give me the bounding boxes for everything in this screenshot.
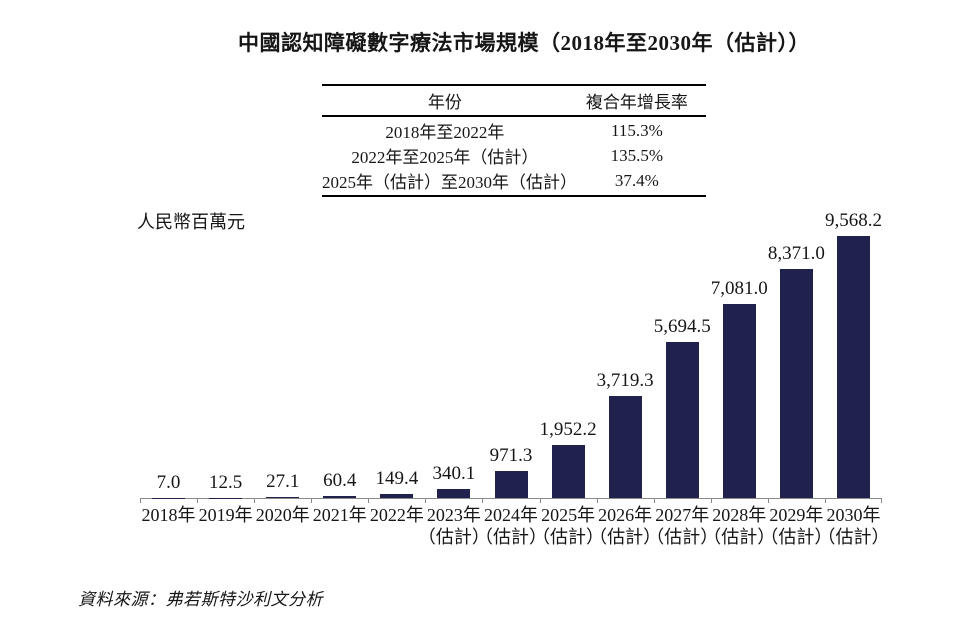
axis-tick xyxy=(710,498,712,503)
bar-value-label: 9,568.2 xyxy=(824,210,882,231)
x-axis-label-year: 2024年 xyxy=(484,505,538,525)
bar-value-label: 3,719.3 xyxy=(596,370,654,392)
x-axis-label-note: （估計） xyxy=(703,527,776,547)
x-axis-label-year: 2025年 xyxy=(541,505,596,525)
bar xyxy=(323,496,357,498)
cagr-table-header: 年份 複合年增長率 xyxy=(322,86,706,117)
axis-tick xyxy=(140,498,141,503)
x-axis-label-year: 2027年 xyxy=(655,505,710,525)
bar-value-label: 12.5 xyxy=(208,471,243,493)
table-cell-period: 2018年至2022年 xyxy=(385,123,505,142)
x-axis-label-year: 2026年 xyxy=(598,505,653,525)
x-axis-label: 2019年 xyxy=(199,504,253,526)
x-axis-label: 2018年 xyxy=(142,504,196,526)
x-axis-label: 2026年 （估計） xyxy=(589,504,661,548)
x-axis-label-note: （估計） xyxy=(817,527,890,547)
bar xyxy=(779,268,813,498)
x-axis-label-year: 2021年 xyxy=(312,505,367,525)
bar xyxy=(551,444,585,498)
x-axis-label: 2024年 （估計） xyxy=(475,504,547,548)
axis-tick xyxy=(368,498,370,503)
axis-tick xyxy=(653,498,655,503)
x-axis-label-year: 2018年 xyxy=(141,505,196,525)
bar-chart: 7.0 2018年 12.5 2019年 27.1 2020年 60.4 2021年 149.4… xyxy=(140,210,889,547)
y-axis-unit-label: 人民幣百萬元 xyxy=(137,212,245,232)
axis-tick xyxy=(197,498,199,503)
bar-value-label: 149.4 xyxy=(375,467,419,489)
x-axis-label-year: 2022年 xyxy=(369,505,424,525)
x-axis-label: 2030年 （估計） xyxy=(817,504,889,548)
x-axis-label: 2022年 xyxy=(370,504,424,526)
bar xyxy=(722,304,756,498)
x-axis-label-year: 2029年 xyxy=(769,505,824,525)
table-cell-cagr: 115.3% xyxy=(610,120,663,140)
bar-value-label: 27.1 xyxy=(266,471,300,493)
x-axis-label-note: （估計） xyxy=(417,527,490,547)
bar xyxy=(665,342,699,498)
table-row: 2025年（估計）至2030年（估計） 37.4% xyxy=(322,168,706,193)
axis-tick xyxy=(311,498,313,503)
axis-tick xyxy=(254,498,256,503)
x-axis-label-year: 2023年 xyxy=(426,505,481,525)
bar xyxy=(836,236,870,498)
axis-tick xyxy=(824,498,826,503)
axis-tick xyxy=(596,498,598,503)
axis-tick xyxy=(425,498,427,503)
x-axis-label: 2020年 xyxy=(256,504,310,526)
x-axis-label: 2021年 xyxy=(313,504,367,526)
table-cell-cagr: 37.4% xyxy=(614,170,659,190)
axis-tick xyxy=(881,498,882,503)
table-cell-period: 2022年至2025年（估計） xyxy=(351,148,539,167)
bar-value-label: 7,081.0 xyxy=(710,278,768,300)
bar-value-label: 1,952.2 xyxy=(539,418,597,440)
table-cell-period: 2025年（估計）至2030年（估計） xyxy=(322,173,577,192)
plot-area: 7.0 2018年 12.5 2019年 27.1 2020年 60.4 2021年 149.4… xyxy=(140,210,889,547)
cagr-table-body: 2018年至2022年 115.3% 2022年至2025年（估計） 135.5… xyxy=(322,117,706,195)
x-axis-label-year: 2028年 xyxy=(712,505,767,525)
x-axis-label-note: （估計） xyxy=(589,527,662,547)
table-header-cagr: 複合年增長率 xyxy=(585,93,688,112)
x-axis-label-note: （估計） xyxy=(646,527,719,547)
chart-title: 中國認知障礙數字療法市場規模（2018年至2030年（估計）） xyxy=(238,31,810,55)
x-axis-label-note: （估計） xyxy=(532,527,605,547)
bar xyxy=(266,497,300,498)
bar-value-label: 60.4 xyxy=(323,470,357,492)
axis-tick xyxy=(482,498,484,503)
table-row: 2018年至2022年 115.3% xyxy=(322,118,706,143)
bar-value-label: 971.3 xyxy=(489,445,533,467)
x-axis-label: 2025年 （估計） xyxy=(532,504,604,548)
x-axis-label: 2023年 （估計） xyxy=(418,504,490,548)
bar xyxy=(380,493,414,498)
source-note: 資料來源：弗若斯特沙利文分析 xyxy=(78,590,323,609)
cagr-table: 年份 複合年增長率 2018年至2022年 115.3% 2022年至2025年… xyxy=(322,84,706,197)
table-cell-cagr: 135.5% xyxy=(610,145,664,165)
x-axis-label: 2027年 （估計） xyxy=(646,504,718,548)
axis-tick xyxy=(767,498,769,503)
x-axis-label-year: 2020年 xyxy=(255,505,310,525)
bar-value-label: 5,694.5 xyxy=(653,316,711,338)
bar-value-label: 7.0 xyxy=(156,471,181,493)
bar xyxy=(608,396,642,498)
bar-value-label: 340.1 xyxy=(432,462,476,484)
axis-tick xyxy=(539,498,541,503)
bar xyxy=(494,471,528,498)
x-axis-label: 2028年 （估計） xyxy=(703,504,775,548)
x-axis-label-year: 2019年 xyxy=(198,505,253,525)
bar xyxy=(437,488,471,498)
bar-value-label: 8,371.0 xyxy=(767,242,825,264)
x-axis-label-year: 2030年 xyxy=(826,505,881,525)
table-header-period: 年份 xyxy=(427,93,462,112)
x-axis-label-note: （估計） xyxy=(475,527,547,547)
table-row: 2022年至2025年（估計） 135.5% xyxy=(322,143,706,168)
x-axis-label: 2029年 （估計） xyxy=(760,504,832,548)
x-axis-label-note: （估計） xyxy=(760,527,833,547)
